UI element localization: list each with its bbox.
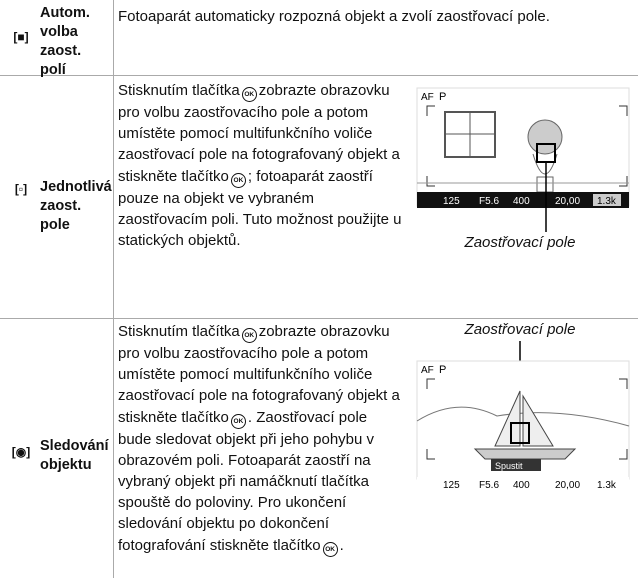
sail xyxy=(494,390,554,447)
hills xyxy=(416,406,630,427)
boat xyxy=(473,448,577,460)
screen xyxy=(416,87,630,207)
caption: Zaostřovací pole xyxy=(464,321,576,338)
ok-icon: OK xyxy=(230,172,246,188)
focus-point xyxy=(510,422,530,444)
aperture: F5.6 xyxy=(479,196,499,207)
shutter: 125 xyxy=(443,480,460,491)
shutter: 125 xyxy=(443,196,460,207)
status-bar xyxy=(417,477,629,491)
ok-icon: OK xyxy=(230,413,246,429)
camera-screen: AF P Spustit 125 F5.6 400 20,00 1.3k xyxy=(416,341,630,491)
ok-icon: OK xyxy=(241,87,257,102)
text: Fotoaparát automaticky rozpozná objekt a… xyxy=(118,8,550,25)
caption: Zaostřovací pole xyxy=(464,234,576,251)
remaining-box xyxy=(593,194,621,206)
remaining: 1.3k xyxy=(597,480,617,491)
af-icon: AF xyxy=(421,92,434,103)
divider xyxy=(113,319,114,578)
frame-corners xyxy=(426,378,628,460)
description: Fotoaparát automaticky rozpozná objekt a… xyxy=(118,6,633,27)
remaining: 1.3k xyxy=(597,196,617,207)
mode-icon: [■] xyxy=(13,30,29,44)
mode-label: Sledování objektu xyxy=(40,438,109,473)
divider xyxy=(113,76,114,318)
iso: 400 xyxy=(513,480,530,491)
status-bar xyxy=(417,192,629,208)
text: Stisknutím tlačítka xyxy=(118,82,240,99)
ok-icon: OK xyxy=(322,541,338,557)
start-button xyxy=(491,459,541,471)
text: Stisknutím tlačítka xyxy=(118,323,240,340)
text: zobrazte obrazovku pro volbu zaostřovací… xyxy=(118,323,400,426)
frame-corners xyxy=(426,105,628,187)
mode-label: Jednotlivá zaost. pole xyxy=(40,179,112,233)
row-tracking: [◉] Sledování objektu Stisknutím tlačítk… xyxy=(0,319,638,578)
aperture: F5.6 xyxy=(479,480,499,491)
mode: P xyxy=(439,91,446,103)
text: zobrazte obrazovku pro volbu zaostřovací… xyxy=(118,82,400,185)
text: ; fotoaparát zaostří pouze na objekt ve … xyxy=(118,167,402,250)
frames: 20,00 xyxy=(555,480,580,491)
flowers xyxy=(527,119,563,155)
iso: 400 xyxy=(513,196,530,207)
row-single: [▫] Jednotlivá zaost. pole Stisknutím tl… xyxy=(0,76,638,319)
camera-screen: AF P 125 F5.6 400 20,00 1.3k xyxy=(416,87,630,232)
ok-icon: OK xyxy=(241,328,257,343)
mode: P xyxy=(439,364,446,376)
af-icon: AF xyxy=(421,365,434,376)
mode-icon: [◉] xyxy=(11,445,31,459)
row-auto: [■] Autom. volba zaost. polí Fotoaparát … xyxy=(0,0,638,78)
text: . Zaostřovací pole bude sledovat objekt … xyxy=(118,408,375,554)
frames: 20,00 xyxy=(555,196,580,207)
start-label: Spustit xyxy=(495,461,523,471)
text: . xyxy=(339,536,344,554)
mode-icon: [▫] xyxy=(14,182,28,196)
mode-label: Autom. volba zaost. polí xyxy=(40,5,90,78)
description: Stisknutím tlačítka OK zobrazte obrazovku … xyxy=(118,80,403,251)
description: Stisknutím tlačítka OK zobrazte obrazovku … xyxy=(118,321,403,557)
divider xyxy=(113,0,114,75)
